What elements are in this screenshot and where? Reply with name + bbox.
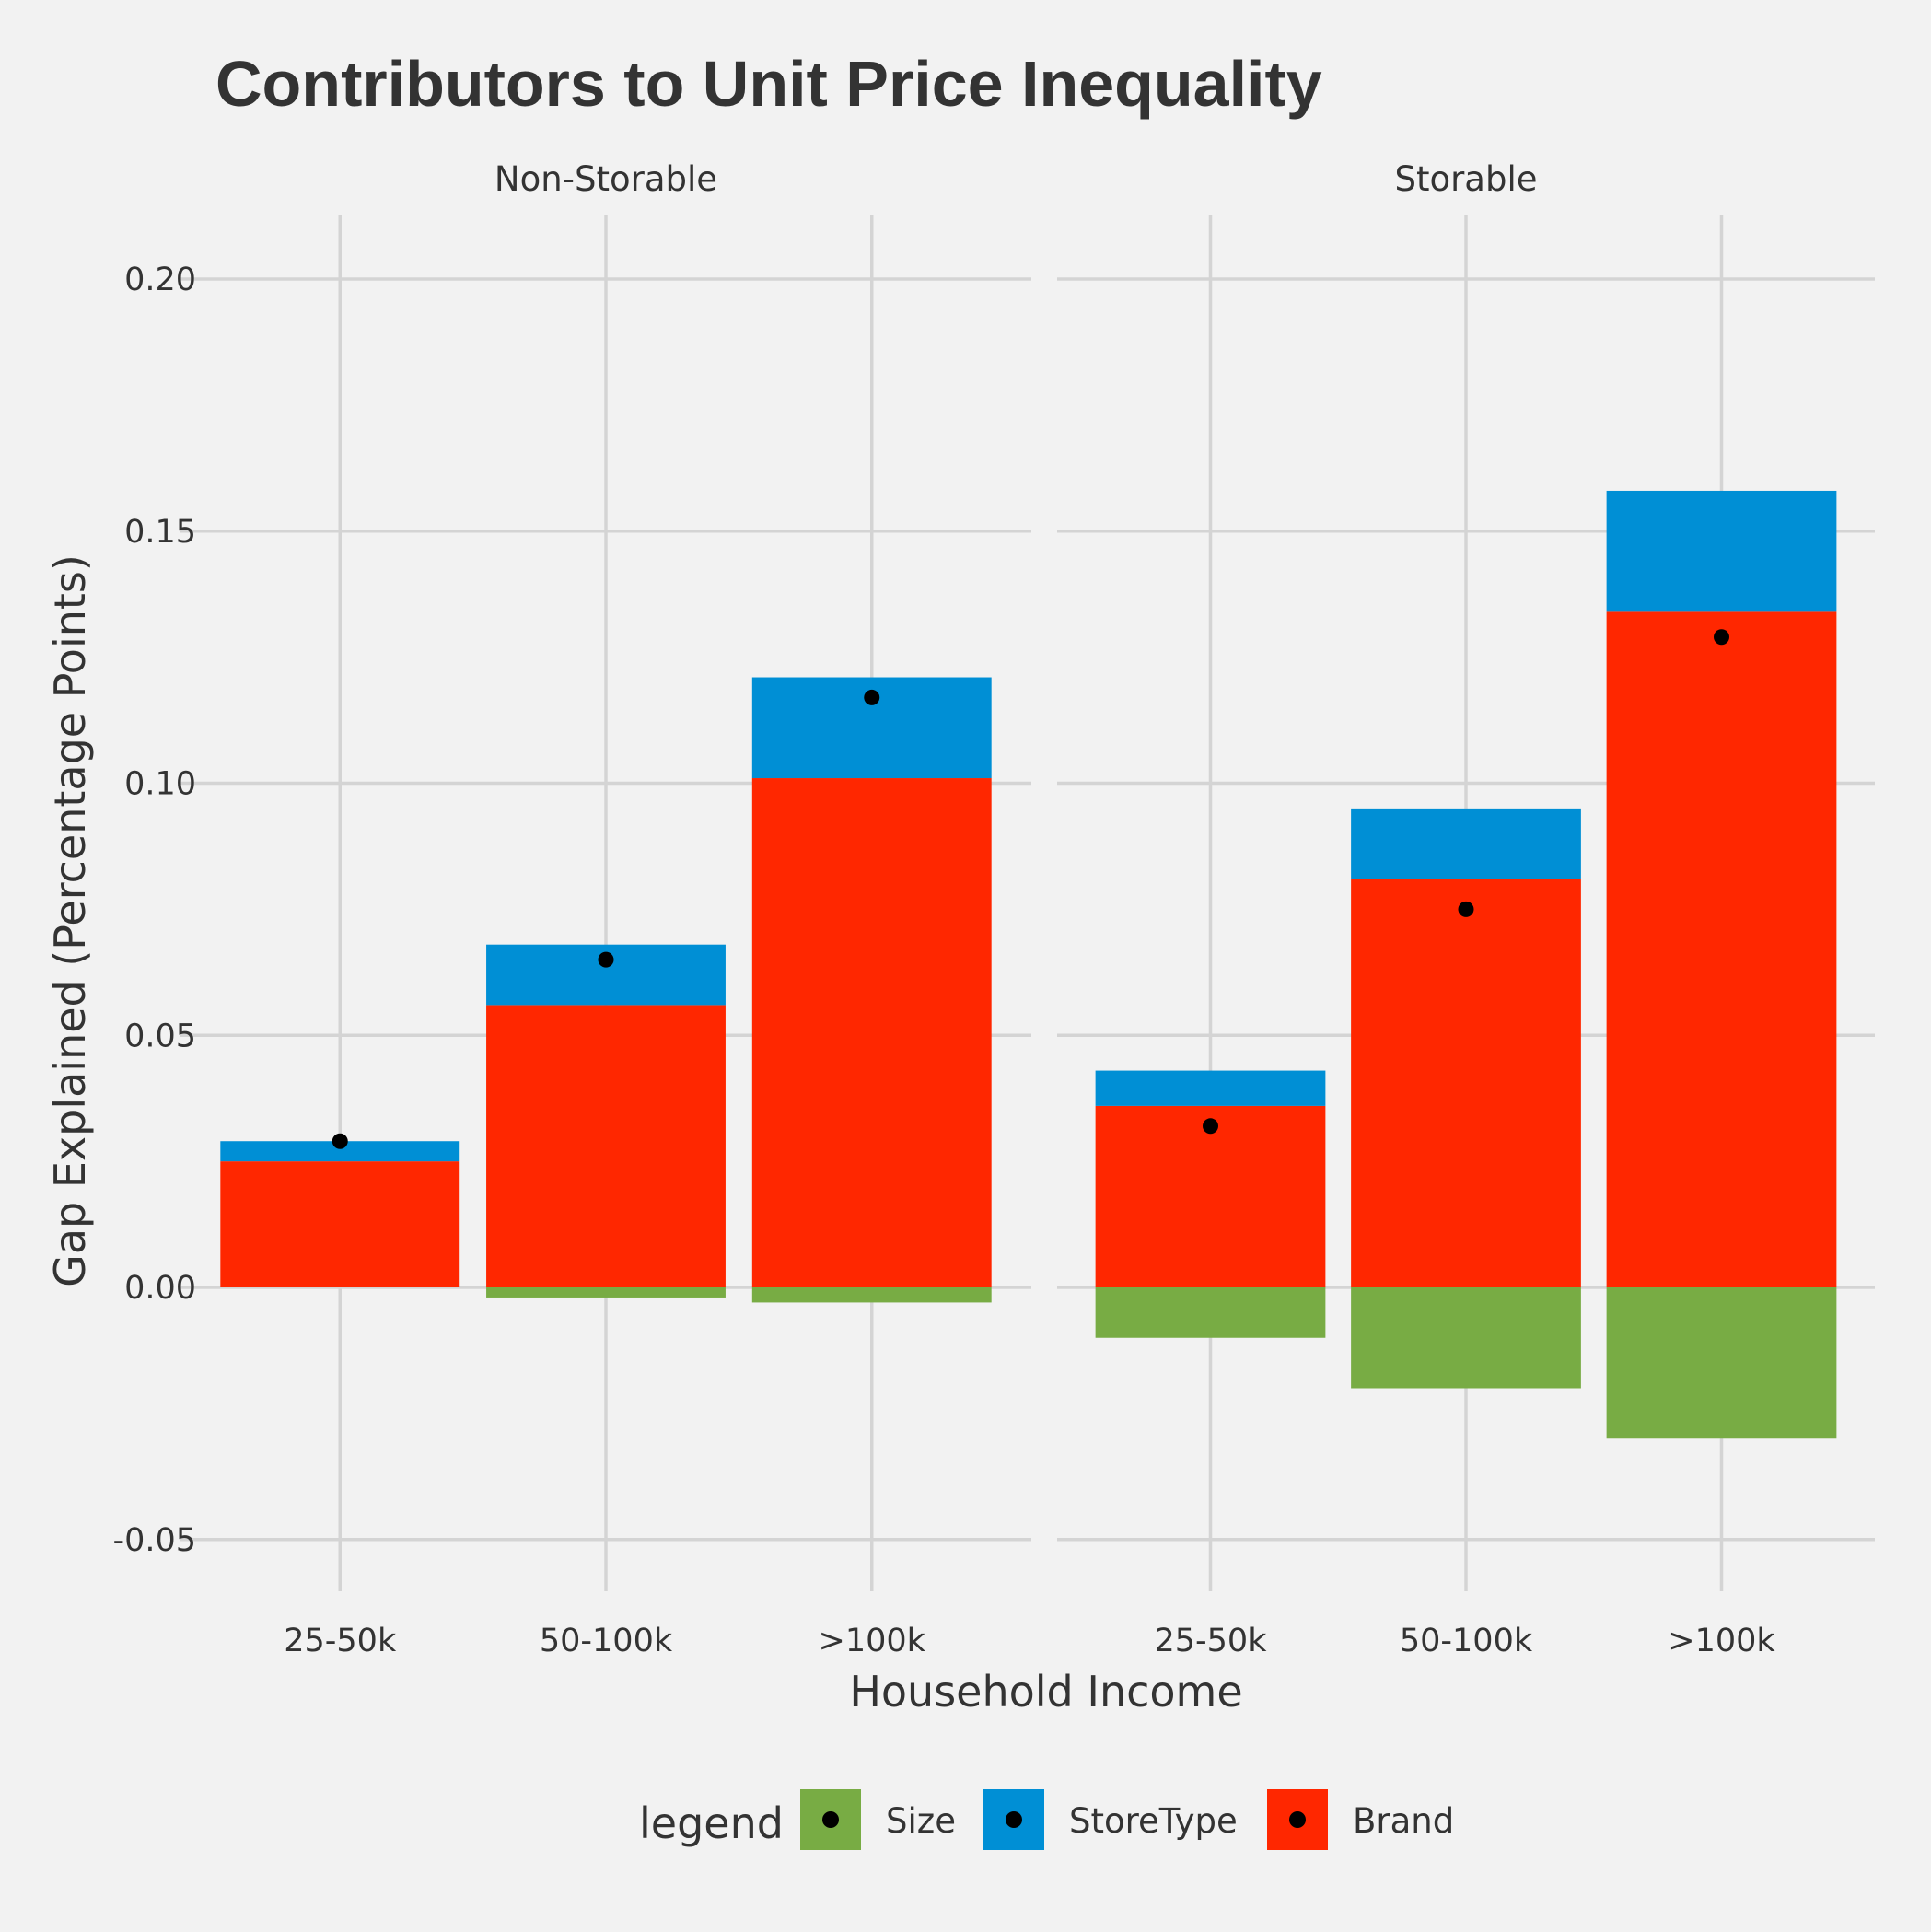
legend-point-brand (1289, 1811, 1306, 1828)
legend-point-storetype (1006, 1811, 1022, 1828)
bar-storable-gt-100k-brand (1606, 611, 1837, 1287)
y-tick-label-0-05: 0.05 (124, 1018, 196, 1054)
bar-non-storable-25-50k-storetype (220, 1141, 460, 1162)
x-tick-label-non-storable-50-100k: 50-100k (540, 1623, 673, 1659)
legend-item-storetype: StoreType (983, 1789, 1238, 1850)
y-tick-label-0-15: 0.15 (124, 514, 196, 551)
legend-item-size: Size (800, 1789, 956, 1850)
facet-panel-storable: Storable 25-50k 50-100k >100k (1057, 159, 1875, 1659)
bar-storable-50-100k-size (1351, 1287, 1581, 1389)
point-total-non-storable-50-100k (598, 951, 614, 968)
bar-non-storable-50-100k-size (486, 1287, 726, 1298)
facet-label-non-storable: Non-Storable (494, 159, 717, 199)
x-tick-label-storable-50-100k: 50-100k (1400, 1623, 1533, 1659)
y-axis-title: Gap Explained (Percentage Points) (45, 554, 95, 1287)
point-total-non-storable-25-50k (332, 1133, 348, 1149)
facet-label-storable: Storable (1394, 159, 1537, 199)
bar-non-storable-gt-100k-size (751, 1287, 992, 1303)
bar-storable-25-50k-brand (1095, 1105, 1326, 1287)
bar-non-storable-50-100k-brand (486, 1005, 726, 1287)
chart-title: Contributors to Unit Price Inequality (215, 48, 1322, 120)
y-tick-label-0-05: -0.05 (112, 1522, 196, 1559)
bar-storable-gt-100k-storetype (1606, 490, 1837, 612)
legend-label-size: Size (886, 1801, 956, 1841)
y-tick-label-0-00: 0.00 (124, 1270, 196, 1307)
facet-panel-non-storable: Non-Storable 25-50k 50-100k >100k (180, 159, 1031, 1659)
legend-point-size (822, 1811, 839, 1828)
point-total-non-storable-gt-100k (864, 689, 880, 705)
legend-item-brand: Brand (1267, 1789, 1454, 1850)
x-tick-label-non-storable-gt-100k: >100k (819, 1623, 926, 1659)
x-tick-label-storable-gt-100k: >100k (1668, 1623, 1775, 1659)
point-total-storable-25-50k (1203, 1118, 1218, 1135)
point-total-storable-gt-100k (1714, 629, 1729, 646)
y-tick-label-0-10: 0.10 (124, 766, 196, 803)
point-total-storable-50-100k (1458, 901, 1474, 917)
bar-storable-25-50k-size (1095, 1287, 1326, 1338)
x-axis-title: Household Income (849, 1667, 1242, 1717)
bar-storable-50-100k-storetype (1351, 808, 1581, 879)
bar-storable-50-100k-brand (1351, 879, 1581, 1287)
legend-label-storetype: StoreType (1069, 1801, 1238, 1841)
bar-storable-25-50k-storetype (1095, 1070, 1326, 1106)
legend-title: legend (639, 1798, 784, 1848)
bar-non-storable-gt-100k-brand (751, 778, 992, 1287)
legend-label-brand: Brand (1353, 1801, 1454, 1841)
y-tick-label-0-20: 0.20 (124, 262, 196, 298)
legend: legend Size StoreType Brand (639, 1789, 1454, 1850)
x-tick-label-non-storable-25-50k: 25-50k (284, 1623, 397, 1659)
bar-storable-gt-100k-size (1606, 1287, 1837, 1439)
x-tick-label-storable-25-50k: 25-50k (1155, 1623, 1268, 1659)
bar-non-storable-25-50k-brand (220, 1161, 460, 1287)
